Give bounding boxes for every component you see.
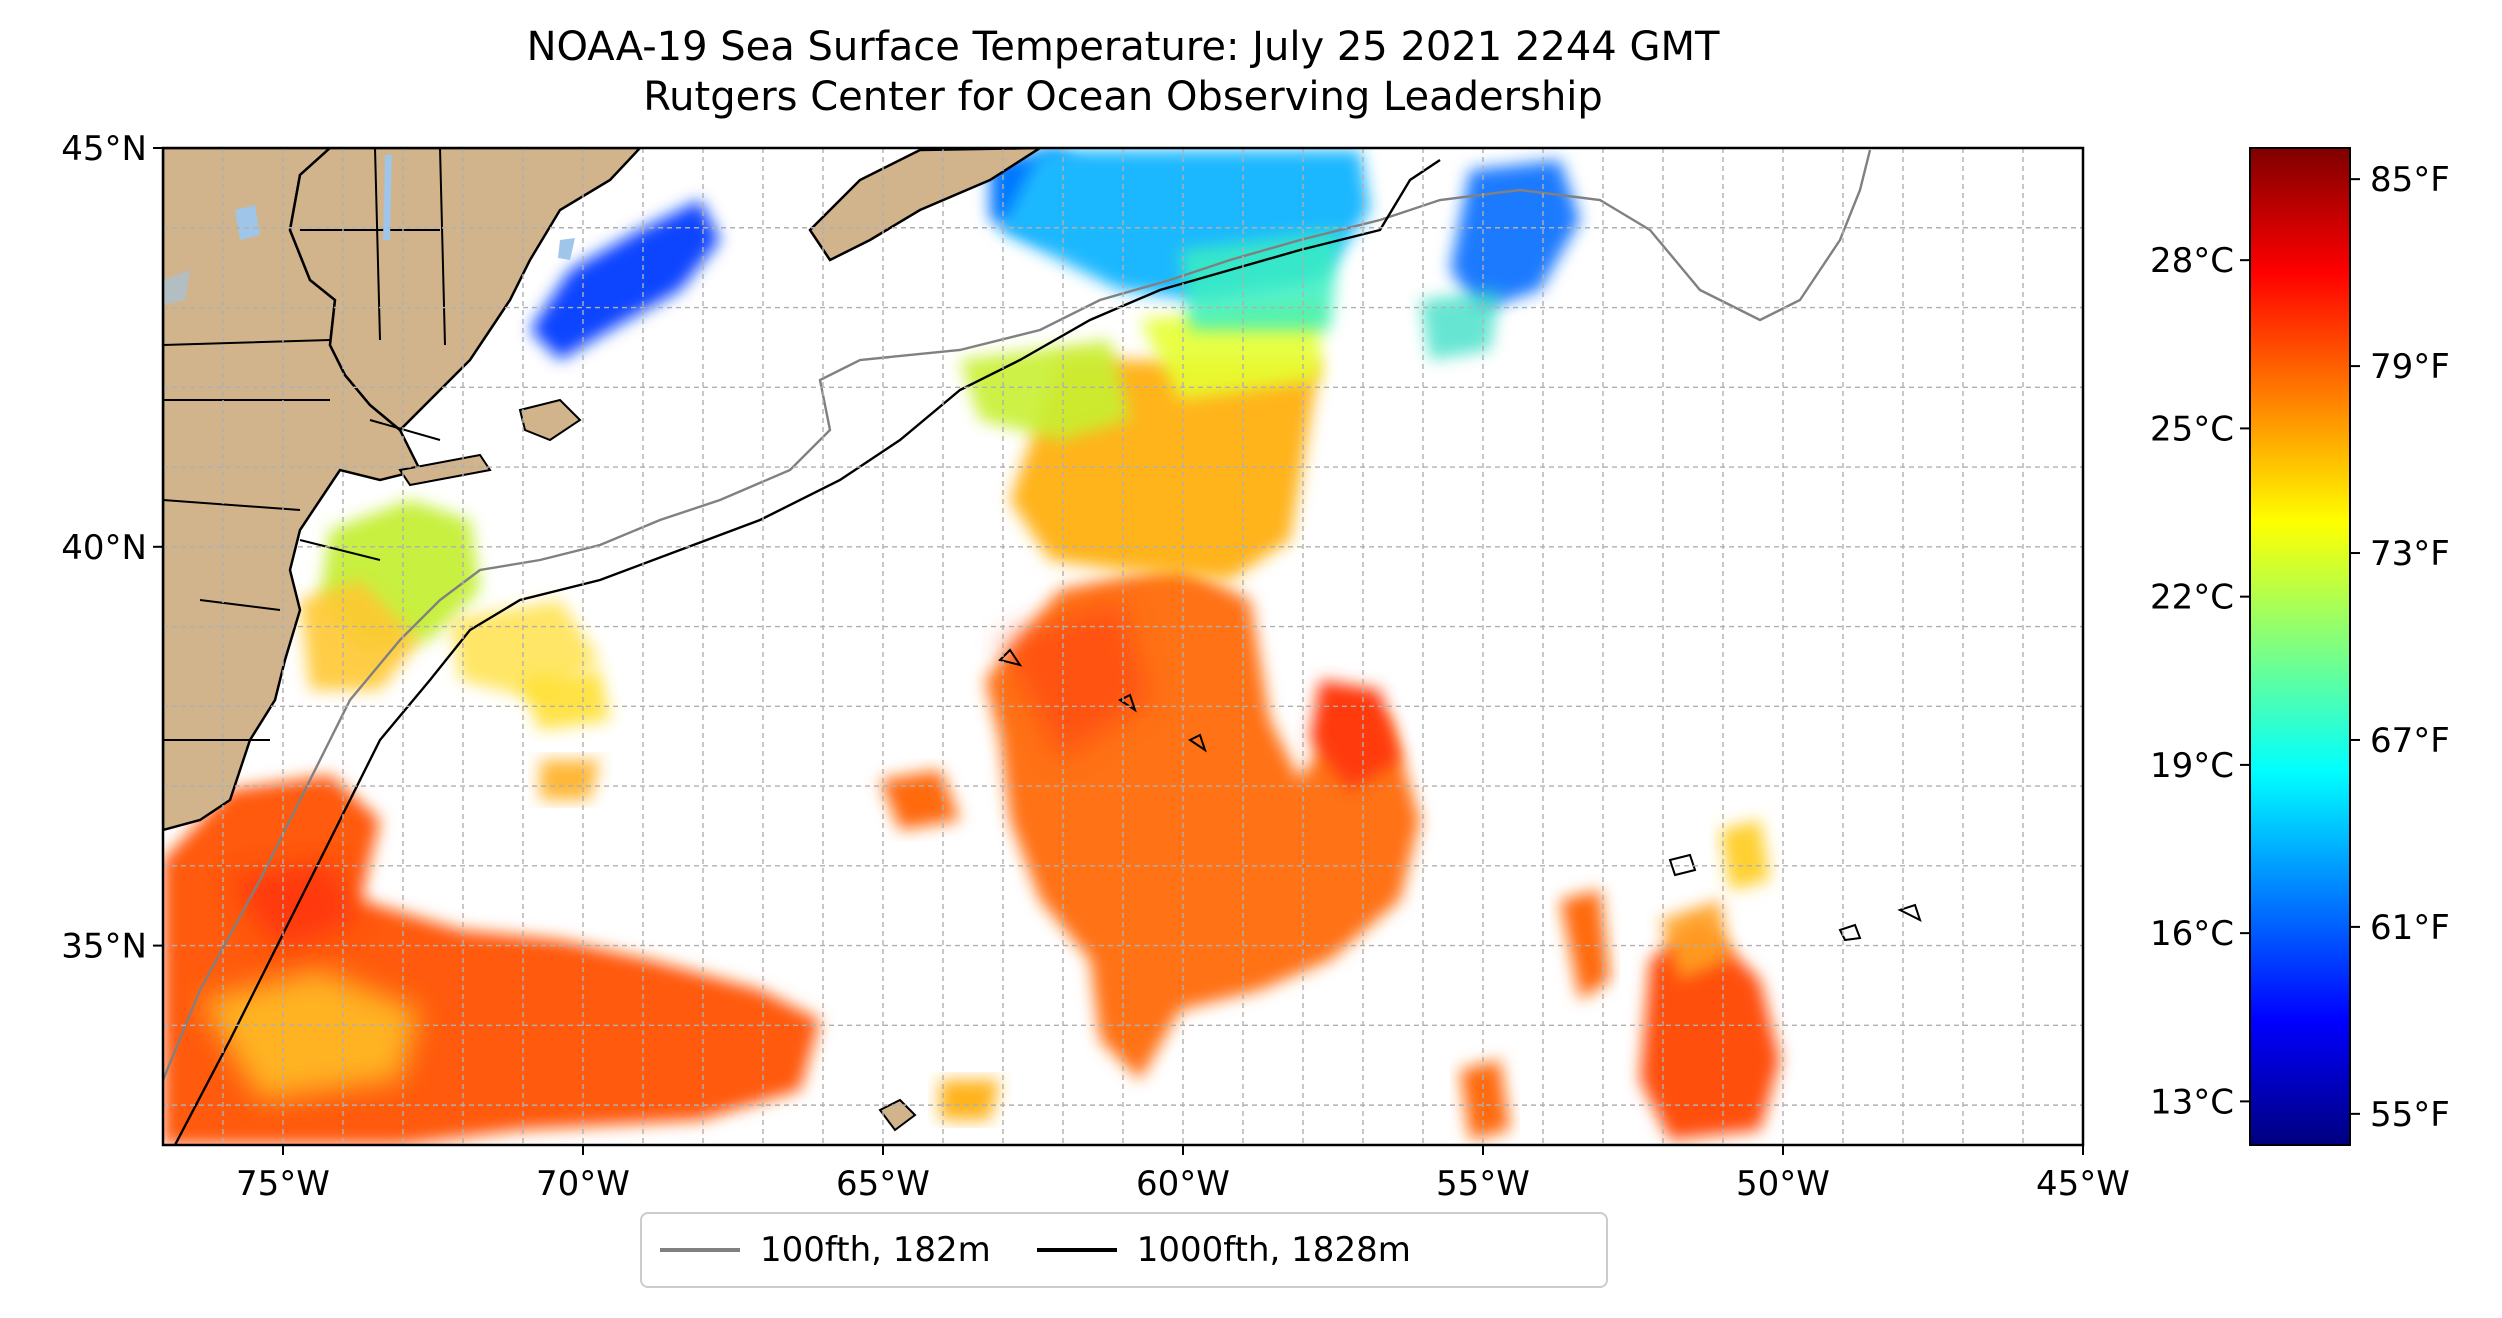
map-frame <box>161 146 2085 1147</box>
lon-tick-label: 50°W <box>1736 1164 1830 1204</box>
sst-patch-southeast <box>1640 920 1780 1140</box>
legend-line-100fth <box>660 1248 740 1252</box>
gridlines <box>163 148 2083 1145</box>
legend-item-100fth: 100fth, 182m <box>660 1230 991 1270</box>
contour-100fth <box>163 149 1872 1081</box>
contour-1000fth <box>173 159 1441 1145</box>
sst-patch-gulf-of-maine <box>530 200 720 360</box>
land-cape-cod <box>518 398 582 442</box>
longitude-axis: 75°W 70°W 65°W 60°W 55°W 50°W 45°W <box>236 1145 2130 1204</box>
lat-tick-label: 45°N <box>61 129 147 169</box>
lon-tick-label: 70°W <box>536 1164 630 1204</box>
land-long-island <box>398 453 492 487</box>
lon-tick-label: 75°W <box>236 1164 330 1204</box>
contours <box>163 149 1922 1145</box>
lat-tick-label: 40°N <box>61 528 147 568</box>
map-title: NOAA-19 Sea Surface Temperature: July 25… <box>160 22 2086 122</box>
lon-tick-label: 65°W <box>836 1164 930 1204</box>
lakes <box>163 155 575 305</box>
lon-tick-label: 45°W <box>2036 1164 2130 1204</box>
sst-field <box>163 150 1780 1145</box>
lat-tick-label: 35°N <box>61 927 147 967</box>
title-line-2: Rutgers Center for Ocean Observing Leade… <box>643 74 1603 120</box>
legend-item-1000fth: 1000fth, 1828m <box>1036 1230 1411 1270</box>
contour-legend: 100fth, 182m 1000fth, 1828m <box>640 1212 1608 1288</box>
lon-tick-label: 60°W <box>1136 1164 1230 1204</box>
latitude-axis: 45°N 40°N 35°N <box>61 129 163 967</box>
legend-label-100fth: 100fth, 182m <box>760 1230 991 1270</box>
legend-label-1000fth: 1000fth, 1828m <box>1136 1230 1411 1270</box>
title-line-1: NOAA-19 Sea Surface Temperature: July 25… <box>526 24 1720 70</box>
bermuda-shape <box>878 1098 917 1132</box>
legend-line-1000fth <box>1036 1248 1117 1252</box>
state-borders <box>163 148 446 741</box>
land-nova-scotia <box>808 148 1043 262</box>
land <box>163 148 1043 1132</box>
lon-tick-label: 55°W <box>1436 1164 1530 1204</box>
